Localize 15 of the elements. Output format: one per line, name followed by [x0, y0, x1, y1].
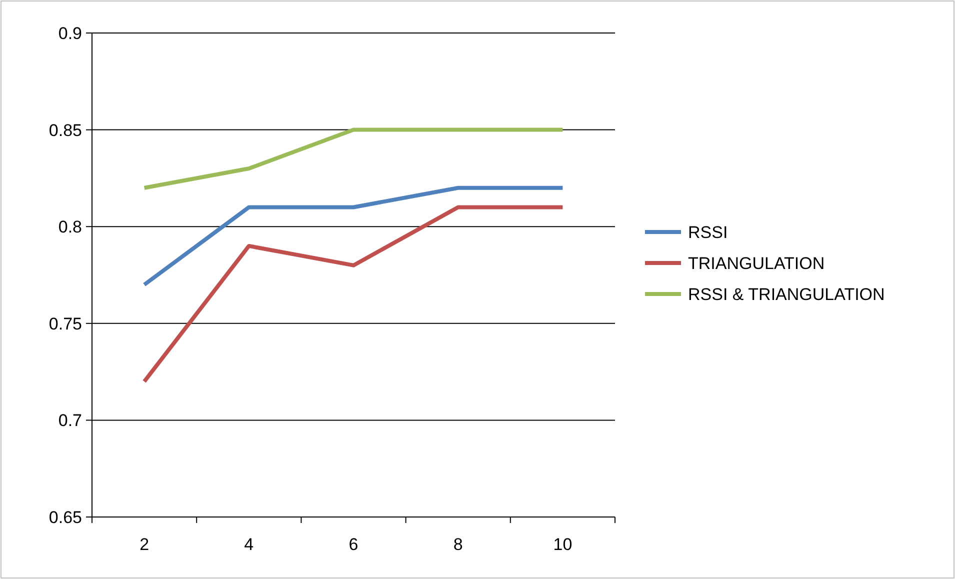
x-tick-label: 4: [244, 535, 254, 554]
y-tick-label: 0.65: [48, 508, 82, 527]
y-tick-label: 0.9: [58, 24, 82, 43]
legend-label: RSSI & TRIANGULATION: [688, 284, 885, 304]
legend-label: RSSI: [688, 222, 728, 242]
y-tick-label: 0.8: [58, 218, 82, 237]
x-tick-label: 6: [348, 535, 358, 554]
y-tick-label: 0.85: [48, 120, 82, 140]
x-tick-label: 10: [553, 535, 572, 554]
y-tick-label: 0.7: [58, 411, 82, 430]
line-series: [142, 205, 565, 384]
y-tick-label: 0.75: [48, 314, 82, 334]
x-tick-label: 2: [140, 535, 150, 554]
legend-label: TRIANGULATION: [688, 254, 825, 273]
x-tick-label: 8: [453, 535, 463, 554]
